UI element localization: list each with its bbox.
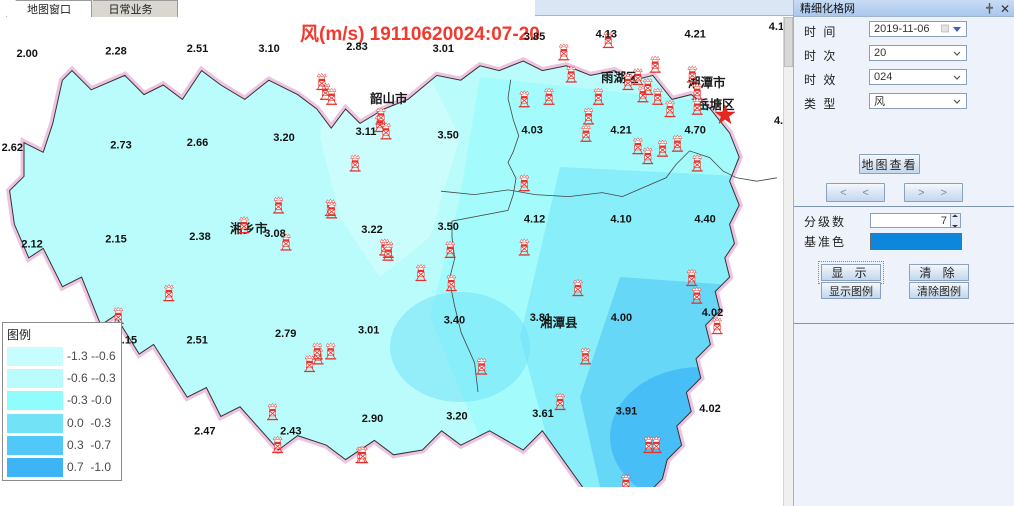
svg-text:3.01: 3.01 [358,325,379,337]
svg-text:3.11: 3.11 [356,126,377,138]
svg-text:3.61: 3.61 [532,408,553,420]
svg-text:2.00: 2.00 [16,48,37,60]
svg-text:4.03: 4.03 [521,125,542,137]
svg-text:2.43: 2.43 [280,426,301,438]
svg-text:2.28: 2.28 [105,46,126,58]
svg-text:4.10: 4.10 [610,214,631,226]
svg-text:4.02: 4.02 [699,403,720,415]
svg-text:3.10: 3.10 [258,43,279,55]
svg-text:2.12: 2.12 [21,238,42,250]
svg-text:3.81: 3.81 [530,312,551,324]
svg-text:3.20: 3.20 [446,411,467,423]
svg-text:4.70: 4.70 [684,125,705,137]
svg-text:2.62: 2.62 [2,142,23,154]
svg-text:2.51: 2.51 [186,335,207,347]
svg-text:4.02: 4.02 [702,307,723,319]
svg-text:韶山市: 韶山市 [370,91,408,106]
svg-text:2.66: 2.66 [187,137,208,149]
svg-text:3.20: 3.20 [273,132,294,144]
svg-text:4.21: 4.21 [684,28,705,40]
svg-text:3.22: 3.22 [361,224,382,236]
svg-text:3.91: 3.91 [616,405,637,417]
svg-text:4.13: 4.13 [596,28,617,40]
svg-text:3.50: 3.50 [437,221,458,233]
svg-text:2.79: 2.79 [275,328,296,340]
svg-text:2.38: 2.38 [189,231,210,243]
svg-text:雨湖区: 雨湖区 [601,70,639,85]
svg-text:4.12: 4.12 [524,214,545,226]
svg-text:4.21: 4.21 [610,125,631,137]
svg-text:3.50: 3.50 [437,130,458,142]
svg-text:2.47: 2.47 [194,426,215,438]
svg-text:2.73: 2.73 [110,140,131,152]
svg-text:4.40: 4.40 [694,214,715,226]
svg-text:3.01: 3.01 [433,43,454,55]
svg-text:2.83: 2.83 [346,41,367,53]
svg-text:3.85: 3.85 [524,31,545,43]
svg-text:3.08: 3.08 [264,228,285,240]
svg-text:湘乡市: 湘乡市 [230,221,268,236]
svg-text:3.40: 3.40 [444,314,465,326]
svg-text:2.15: 2.15 [105,233,126,245]
svg-text:2.90: 2.90 [362,413,383,425]
svg-text:4.00: 4.00 [611,312,632,324]
svg-text:2.51: 2.51 [187,43,208,55]
